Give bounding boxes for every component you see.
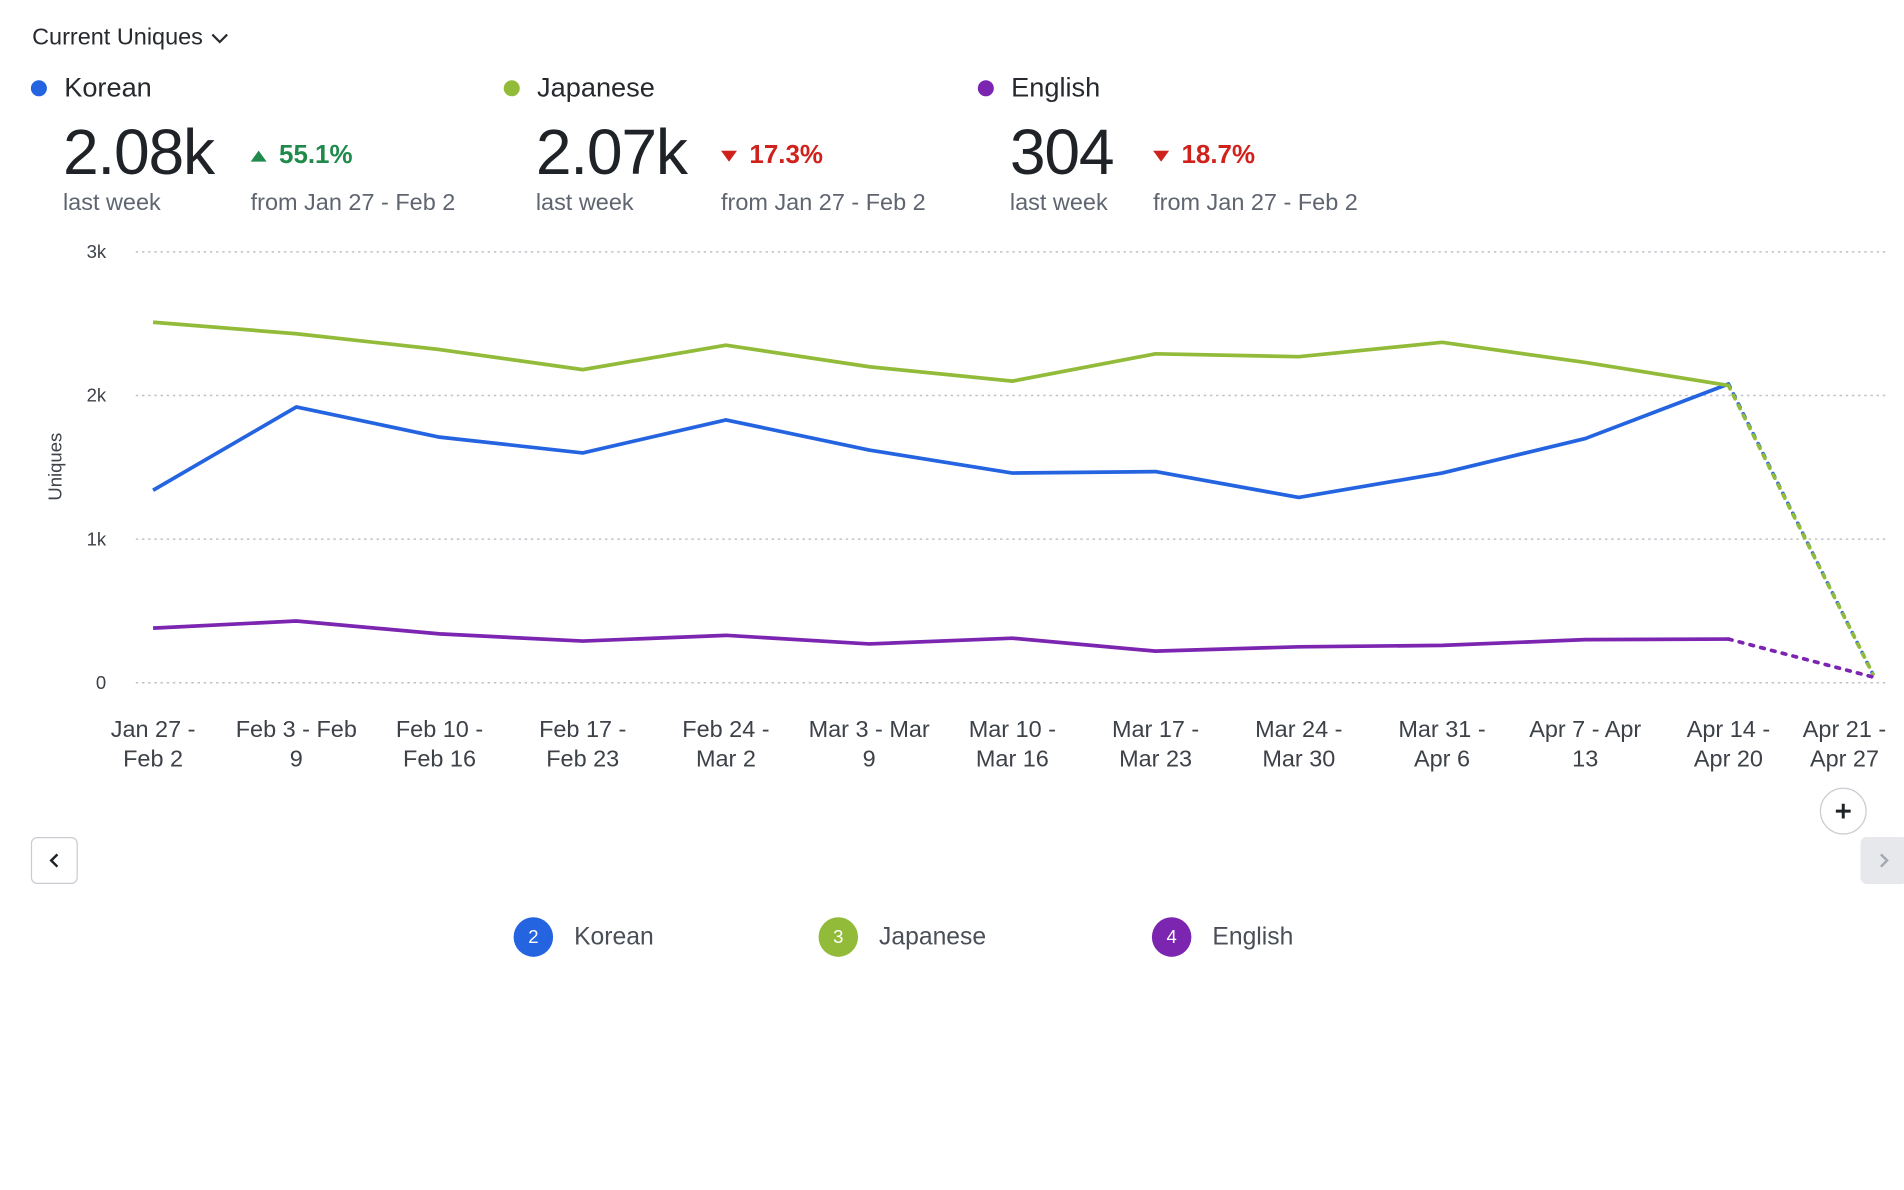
kpi-value: 2.07k	[535, 117, 688, 189]
legend-item-korean[interactable]: 2 Korean	[513, 917, 654, 957]
kpi-english: English 304 last week 18.7% from Jan 27 …	[977, 71, 1358, 216]
korean-dot-icon	[30, 79, 47, 96]
legend-item-japanese[interactable]: 3 Japanese	[818, 917, 987, 957]
legend-label: English	[1212, 922, 1294, 951]
kpi-value: 304	[1009, 117, 1115, 189]
x-tick-label: Jan 27 -Feb 2	[111, 716, 196, 772]
kpi-period: last week	[1009, 190, 1108, 217]
x-tick-label: Feb 3 - Feb 9	[236, 716, 357, 772]
y-axis-label: Uniques	[45, 433, 66, 501]
kpi-change: 18.7%	[1153, 141, 1255, 171]
plus-icon	[1835, 803, 1851, 819]
x-tick-label: Mar 24 -Mar 30	[1255, 716, 1342, 772]
x-tick-label: Mar 17 -Mar 23	[1112, 716, 1199, 772]
y-tick-label: 2k	[87, 385, 107, 406]
line-chart[interactable]: 0 1k 2k 3k Uniques Jan 27 -Feb 2 Feb 3 - Feb 9 F…	[0, 235, 1904, 791]
chevron-down-icon	[211, 33, 229, 44]
add-annotation-button[interactable]	[1819, 787, 1867, 835]
kpi-comparison: from Jan 27 - Feb 2	[721, 190, 926, 217]
kpi-name: English	[1011, 71, 1101, 103]
kpi-value: 2.08k	[62, 117, 215, 189]
triangle-down-icon	[721, 150, 738, 162]
x-tick-label: Feb 17 -Feb 23	[539, 716, 626, 772]
kpi-comparison: from Jan 27 - Feb 2	[1153, 190, 1358, 217]
english-dot-icon	[977, 79, 994, 96]
kpi-period: last week	[535, 190, 634, 217]
kpi-change: 55.1%	[250, 141, 353, 171]
kpi-name: Japanese	[537, 71, 655, 103]
x-tick-label: Mar 10 -Mar 16	[969, 716, 1056, 772]
x-tick-label: Feb 24 -Mar 2	[682, 716, 769, 772]
metric-selector-label: Current Uniques	[32, 24, 203, 51]
y-tick-label: 0	[96, 672, 106, 693]
kpi-comparison: from Jan 27 - Feb 2	[250, 190, 456, 217]
legend-label: Korean	[574, 922, 654, 951]
y-tick-label: 3k	[87, 241, 107, 262]
scroll-left-button[interactable]	[30, 837, 78, 884]
chevron-right-icon	[1880, 853, 1889, 868]
kpi-name: Korean	[64, 71, 152, 103]
scroll-right-button[interactable]	[1860, 837, 1904, 884]
series-line-japanese[interactable]	[152, 320, 1729, 388]
triangle-down-icon	[1153, 150, 1170, 162]
x-tick-label: Feb 10 -Feb 16	[396, 716, 483, 772]
kpi-change: 17.3%	[721, 141, 823, 171]
legend-number-badge: 3	[818, 917, 859, 957]
x-tick-label: Mar 31 -Apr 6	[1398, 716, 1485, 772]
kpi-korean: Korean 2.08k last week 55.1% from Jan 27…	[30, 71, 455, 216]
series-incomplete-japanese[interactable]	[1726, 383, 1875, 676]
series-incomplete-english[interactable]	[1726, 637, 1875, 679]
kpi-period: last week	[62, 190, 161, 217]
metric-selector[interactable]: Current Uniques	[32, 25, 230, 52]
x-tick-label: Apr 21 -Apr 27	[1803, 716, 1886, 772]
legend-number-badge: 4	[1151, 917, 1192, 957]
legend-item-english[interactable]: 4 English	[1151, 917, 1294, 957]
chevron-left-icon	[49, 853, 59, 868]
kpi-japanese: Japanese 2.07k last week 17.3% from Jan …	[503, 71, 926, 216]
x-tick-label: Apr 7 - Apr 13	[1529, 716, 1641, 772]
series-line-korean[interactable]	[152, 382, 1730, 500]
x-tick-label: Mar 3 - Mar 9	[809, 716, 930, 772]
legend-number-badge: 2	[513, 917, 554, 957]
series-line-english[interactable]	[152, 619, 1729, 653]
x-tick-label: Apr 14 -Apr 20	[1687, 716, 1770, 772]
japanese-dot-icon	[503, 79, 520, 96]
triangle-up-icon	[250, 150, 267, 162]
y-tick-label: 1k	[87, 528, 107, 549]
legend-label: Japanese	[879, 922, 987, 951]
